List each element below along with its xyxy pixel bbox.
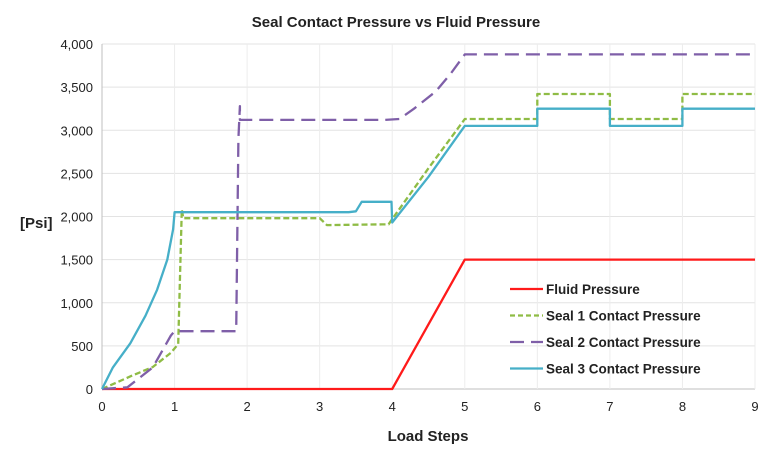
x-tick-label: 6 [534, 399, 541, 414]
legend-label: Seal 3 Contact Pressure [546, 362, 701, 377]
series-line-seal-2 [101, 53, 755, 391]
x-tick-label: 5 [461, 399, 468, 414]
chart-title: Seal Contact Pressure vs Fluid Pressure [252, 14, 540, 31]
y-tick-label: 4,000 [60, 37, 93, 52]
x-tick-label: 9 [751, 399, 758, 414]
y-tick-label: 3,000 [60, 123, 93, 138]
y-tick-label: 1,500 [60, 253, 93, 268]
y-tick-label: 2,500 [60, 166, 93, 181]
x-tick-label: 2 [243, 399, 250, 414]
legend: Fluid Pressure Seal 1 Contact Pressure Sea… [510, 282, 701, 377]
y-tick-label: 500 [71, 339, 93, 354]
series-line-fluid-pressure [102, 258, 755, 391]
series-lines [100, 53, 755, 391]
y-tick-label: 0 [86, 382, 93, 397]
y-tick-label: 1,000 [60, 296, 93, 311]
x-axis-ticks: 0 1 2 3 4 5 6 7 8 9 [98, 399, 758, 414]
y-tick-label: 2,000 [60, 210, 93, 225]
x-tick-label: 8 [679, 399, 686, 414]
y-axis-label: [Psi] [20, 215, 53, 232]
x-tick-label: 4 [389, 399, 396, 414]
legend-label: Seal 2 Contact Pressure [546, 335, 701, 350]
x-tick-label: 0 [98, 399, 105, 414]
x-tick-label: 1 [171, 399, 178, 414]
x-tick-label: 3 [316, 399, 323, 414]
y-tick-label: 3,500 [60, 80, 93, 95]
y-axis-ticks: 0 500 1,000 1,500 2,000 2,500 3,000 3,500 4,000 [60, 37, 93, 397]
x-tick-label: 7 [606, 399, 613, 414]
legend-label: Seal 1 Contact Pressure [546, 309, 701, 324]
series-line-seal-3 [100, 107, 755, 390]
legend-label: Fluid Pressure [546, 282, 640, 297]
x-axis-label: Load Steps [388, 428, 469, 445]
